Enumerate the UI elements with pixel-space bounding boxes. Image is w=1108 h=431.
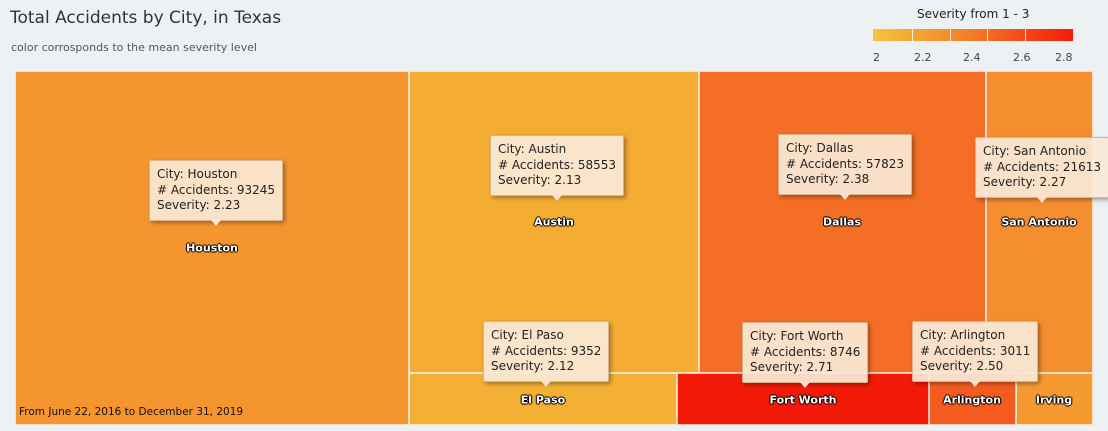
tooltip-accidents: # Accidents: 9352: [491, 343, 602, 358]
tooltip-severity: Severity: 2.12: [491, 359, 575, 373]
treemap-cell-houston[interactable]: [15, 71, 409, 425]
tooltip-austin: City: Austin # Accidents: 58553 Severity: …: [490, 135, 624, 200]
cell-label-san-antonio: San Antonio: [1001, 215, 1077, 229]
cell-label-fort-worth: Fort Worth: [769, 393, 837, 407]
legend-separator: [1025, 29, 1026, 41]
legend-separator: [912, 29, 913, 41]
tooltip-accidents: # Accidents: 21613: [983, 159, 1101, 174]
cell-label-el-paso: El Paso: [520, 393, 566, 407]
tooltip-fort-worth: City: Fort Worth # Accidents: 8746 Severit…: [742, 322, 869, 387]
tooltip-severity: Severity: 2.50: [920, 359, 1004, 373]
tooltip-accidents: # Accidents: 58553: [498, 157, 616, 172]
treemap-cell-irving[interactable]: [1016, 373, 1093, 425]
tooltip-severity: Severity: 2.71: [750, 360, 834, 374]
legend-tick: 2: [873, 51, 880, 64]
tooltip-severity: Severity: 2.13: [498, 173, 582, 187]
legend-tick: 2.4: [963, 51, 981, 64]
chart-subtitle: color corrosponds to the mean severity l…: [11, 41, 257, 54]
tooltip-houston: City: Houston # Accidents: 93245 Severity:…: [149, 160, 283, 225]
cell-label-irving: Irving: [1035, 393, 1073, 407]
cell-label-arlington: Arlington: [943, 393, 1001, 407]
tooltip-city: City: San Antonio: [983, 144, 1087, 158]
tooltip-accidents: # Accidents: 3011: [920, 343, 1031, 358]
tooltip-city: City: Dallas: [786, 141, 854, 155]
date-range-note: From June 22, 2016 to December 31, 2019: [19, 406, 244, 418]
tooltip-city: City: Arlington: [920, 328, 1006, 342]
tooltip-arlington: City: Arlington # Accidents: 3011 Severity…: [912, 321, 1039, 386]
tooltip-city: City: El Paso: [491, 328, 564, 342]
chart-title: Total Accidents by City, in Texas: [10, 8, 282, 28]
cell-label-dallas: Dallas: [822, 215, 862, 229]
treemap-chart: Houston Austin El Paso Dallas Fort Worth Arli…: [15, 71, 1108, 425]
cell-label-austin: Austin: [534, 215, 574, 229]
tooltip-dallas: City: Dallas # Accidents: 57823 Severity: …: [778, 134, 912, 199]
tooltip-accidents: # Accidents: 57823: [786, 156, 904, 171]
legend-title: Severity from 1 - 3: [917, 7, 1030, 21]
cell-label-houston: Houston: [186, 241, 238, 255]
tooltip-severity: Severity: 2.27: [983, 175, 1067, 189]
tooltip-city: City: Austin: [498, 142, 567, 156]
legend-tick: 2.6: [1013, 51, 1031, 64]
tooltip-severity: Severity: 2.38: [786, 172, 870, 186]
legend-gradient-bar: [873, 29, 1073, 41]
legend-tick: 2.2: [914, 51, 932, 64]
tooltip-accidents: # Accidents: 8746: [750, 344, 861, 359]
tooltip-san-antonio: City: San Antonio # Accidents: 21613 Sever…: [975, 137, 1108, 202]
legend-tick: 2.8: [1055, 51, 1073, 64]
legend-separator: [987, 29, 988, 41]
tooltip-el-paso: City: El Paso # Accidents: 9352 Severity: …: [483, 321, 610, 386]
legend-separator: [950, 29, 951, 41]
tooltip-city: City: Houston: [157, 167, 238, 181]
tooltip-city: City: Fort Worth: [750, 329, 844, 343]
tooltip-accidents: # Accidents: 93245: [157, 182, 275, 197]
tooltip-severity: Severity: 2.23: [157, 198, 241, 212]
